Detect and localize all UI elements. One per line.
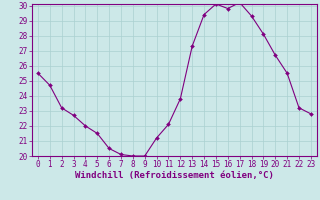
X-axis label: Windchill (Refroidissement éolien,°C): Windchill (Refroidissement éolien,°C) bbox=[75, 171, 274, 180]
